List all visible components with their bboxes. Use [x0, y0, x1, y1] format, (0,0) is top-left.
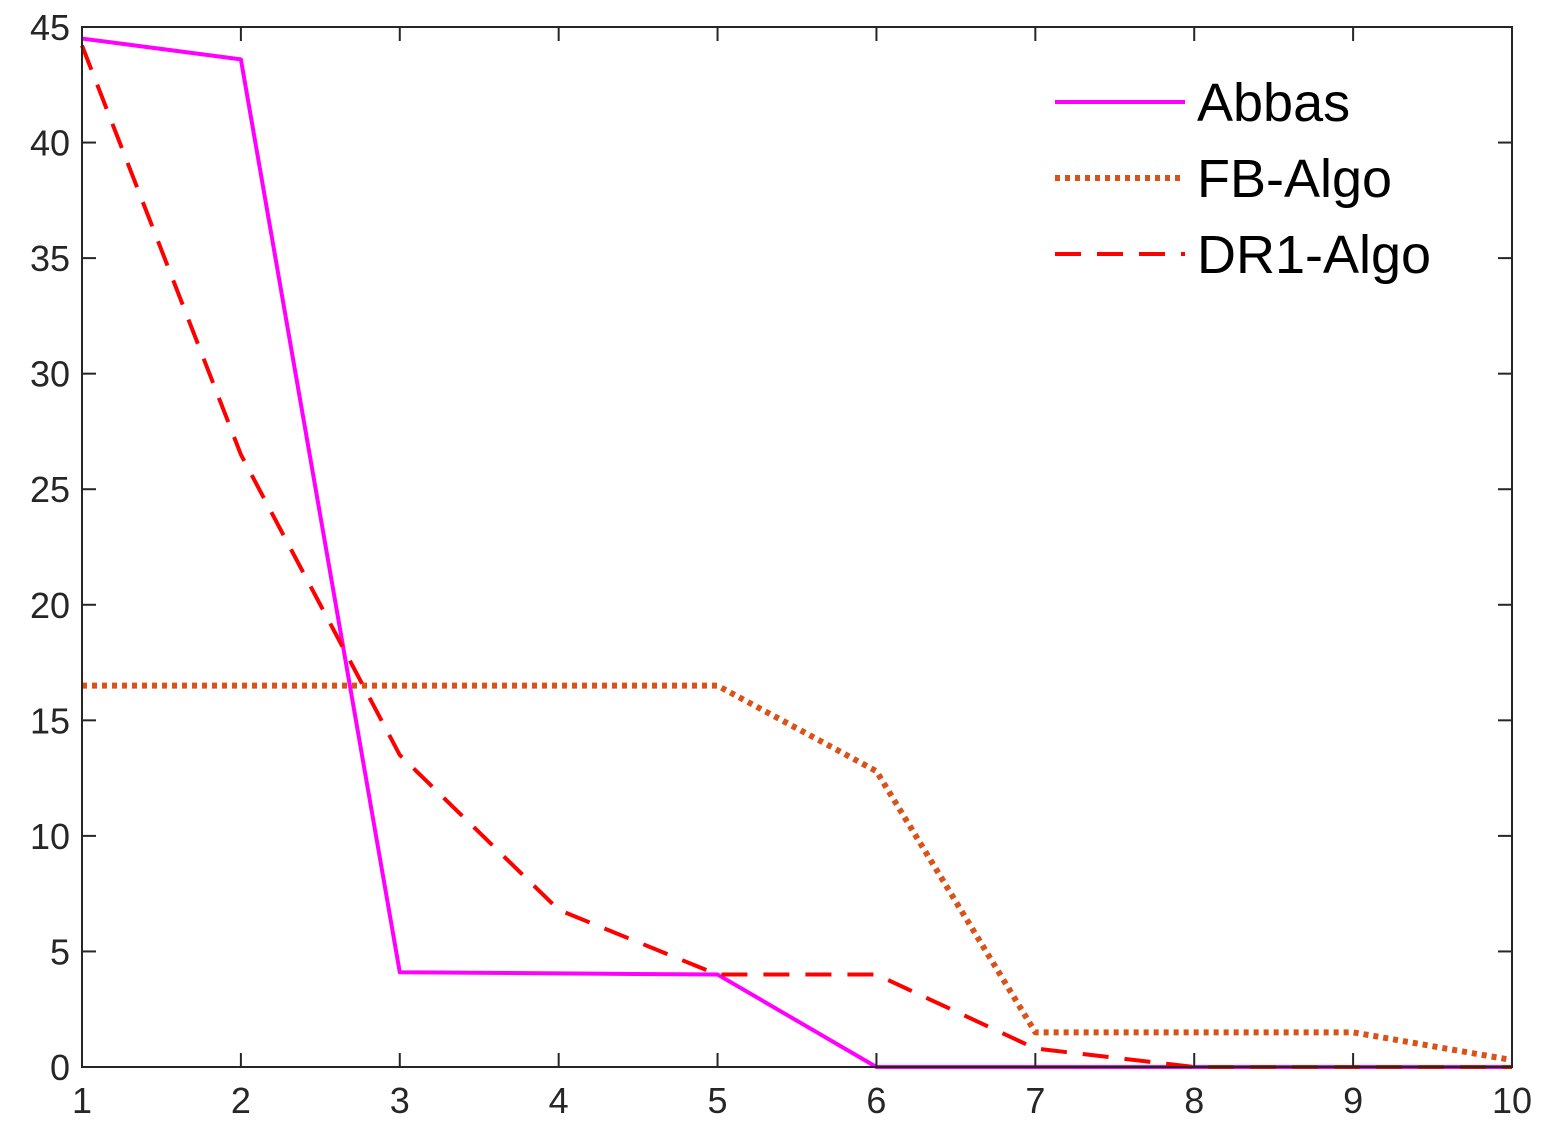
y-tick-label: 5 [50, 931, 70, 972]
x-tick-label: 4 [549, 1080, 569, 1121]
y-tick-label: 20 [30, 585, 70, 626]
y-tick-label: 35 [30, 238, 70, 279]
legend-label: Abbas [1197, 73, 1350, 133]
x-tick-label: 7 [1025, 1080, 1045, 1121]
plot-frame [81, 26, 1513, 1068]
y-tick-label: 45 [30, 7, 70, 48]
y-tick-label: 15 [30, 700, 70, 741]
x-tick-label: 8 [1184, 1080, 1204, 1121]
y-tick-label: 10 [30, 816, 70, 857]
y-tick-label: 0 [50, 1047, 70, 1088]
y-tick-label: 25 [30, 469, 70, 510]
legend-label: DR1-Algo [1197, 225, 1431, 285]
x-tick-label: 1 [72, 1080, 92, 1121]
x-tick-label: 6 [866, 1080, 886, 1121]
x-tick-label: 2 [231, 1080, 251, 1121]
axes-layer [81, 26, 1513, 1068]
series-line-fb-algo [82, 682, 1513, 1064]
x-tick-label: 10 [1492, 1080, 1532, 1121]
x-tick-label: 5 [708, 1080, 728, 1121]
x-tick-label: 3 [390, 1080, 410, 1121]
y-tick-label: 40 [30, 123, 70, 164]
x-tick-label: 9 [1343, 1080, 1363, 1121]
y-tick-label: 30 [30, 354, 70, 395]
legend: Abbas FB-Algo DR1-Algo [1055, 73, 1431, 285]
legend-label: FB-Algo [1197, 149, 1392, 209]
